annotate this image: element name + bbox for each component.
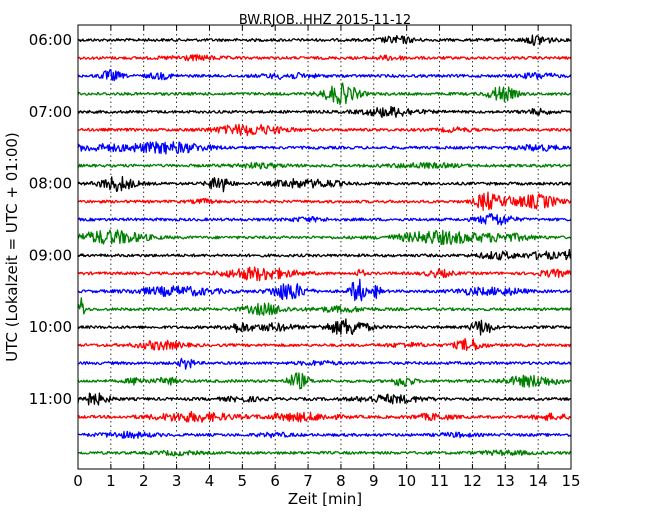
y-tick-label: 08:00 [29, 175, 72, 193]
seismic-trace [77, 248, 572, 261]
grid [110, 25, 539, 469]
seismic-trace [77, 141, 572, 155]
seismic-trace [77, 410, 572, 423]
x-tick-label: 3 [172, 472, 182, 490]
seismic-trace [77, 175, 572, 193]
seismic-trace [77, 69, 572, 82]
x-tick-label: 15 [561, 472, 580, 490]
seismic-trace [77, 105, 572, 118]
y-tick-label: 07:00 [29, 103, 72, 121]
y-axis-label: UTC (Lokalzeit = UTC + 01:00) [3, 132, 21, 362]
x-tick-label: 1 [106, 472, 116, 490]
seismic-trace [77, 392, 571, 406]
y-tick-label: 10:00 [29, 318, 72, 336]
traces [77, 34, 572, 457]
x-tick-label: 9 [369, 472, 379, 490]
seismic-trace [77, 229, 572, 246]
seismic-trace [78, 430, 572, 440]
x-tick-label: 12 [463, 472, 482, 490]
x-tick-label: 13 [496, 472, 515, 490]
seismic-trace [77, 54, 572, 62]
x-tick-label: 8 [336, 472, 346, 490]
y-tick-label: 11:00 [29, 390, 72, 408]
x-tick-label: 14 [529, 472, 548, 490]
seismic-trace [77, 338, 572, 351]
seismic-trace [77, 266, 572, 282]
seismic-trace [77, 123, 572, 137]
x-tick-label: 2 [139, 472, 149, 490]
y-tick-label: 06:00 [29, 31, 72, 49]
y-tick-label: 09:00 [29, 246, 72, 264]
chart-title: BW.RJOB..HHZ 2015-11-12 [239, 13, 411, 28]
seismic-trace [77, 213, 572, 226]
seismic-trace [77, 82, 572, 106]
x-tick-label: 0 [73, 472, 83, 490]
seismic-trace [77, 191, 572, 211]
seismic-trace [77, 449, 572, 457]
seismic-trace [77, 318, 572, 336]
x-tick-label: 6 [270, 472, 280, 490]
seismic-trace [77, 357, 572, 370]
x-tick-label: 4 [205, 472, 215, 490]
seismic-trace [77, 161, 572, 170]
seismic-trace [77, 34, 572, 47]
x-axis-label: Zeit [min] [288, 490, 362, 508]
plot-frame [77, 24, 572, 470]
ticks: 0 1 2 3 4 5 6 7 8 9 10 11 12 13 14 1506:0007:0008:0009:… [29, 25, 581, 490]
x-tick-label: 10 [397, 472, 416, 490]
x-tick-label: 7 [303, 472, 313, 490]
seismic-trace [77, 278, 572, 302]
x-tick-label: 11 [430, 472, 449, 490]
x-tick-label: 5 [238, 472, 248, 490]
seismic-trace [77, 297, 572, 316]
seismic-trace [77, 372, 572, 390]
